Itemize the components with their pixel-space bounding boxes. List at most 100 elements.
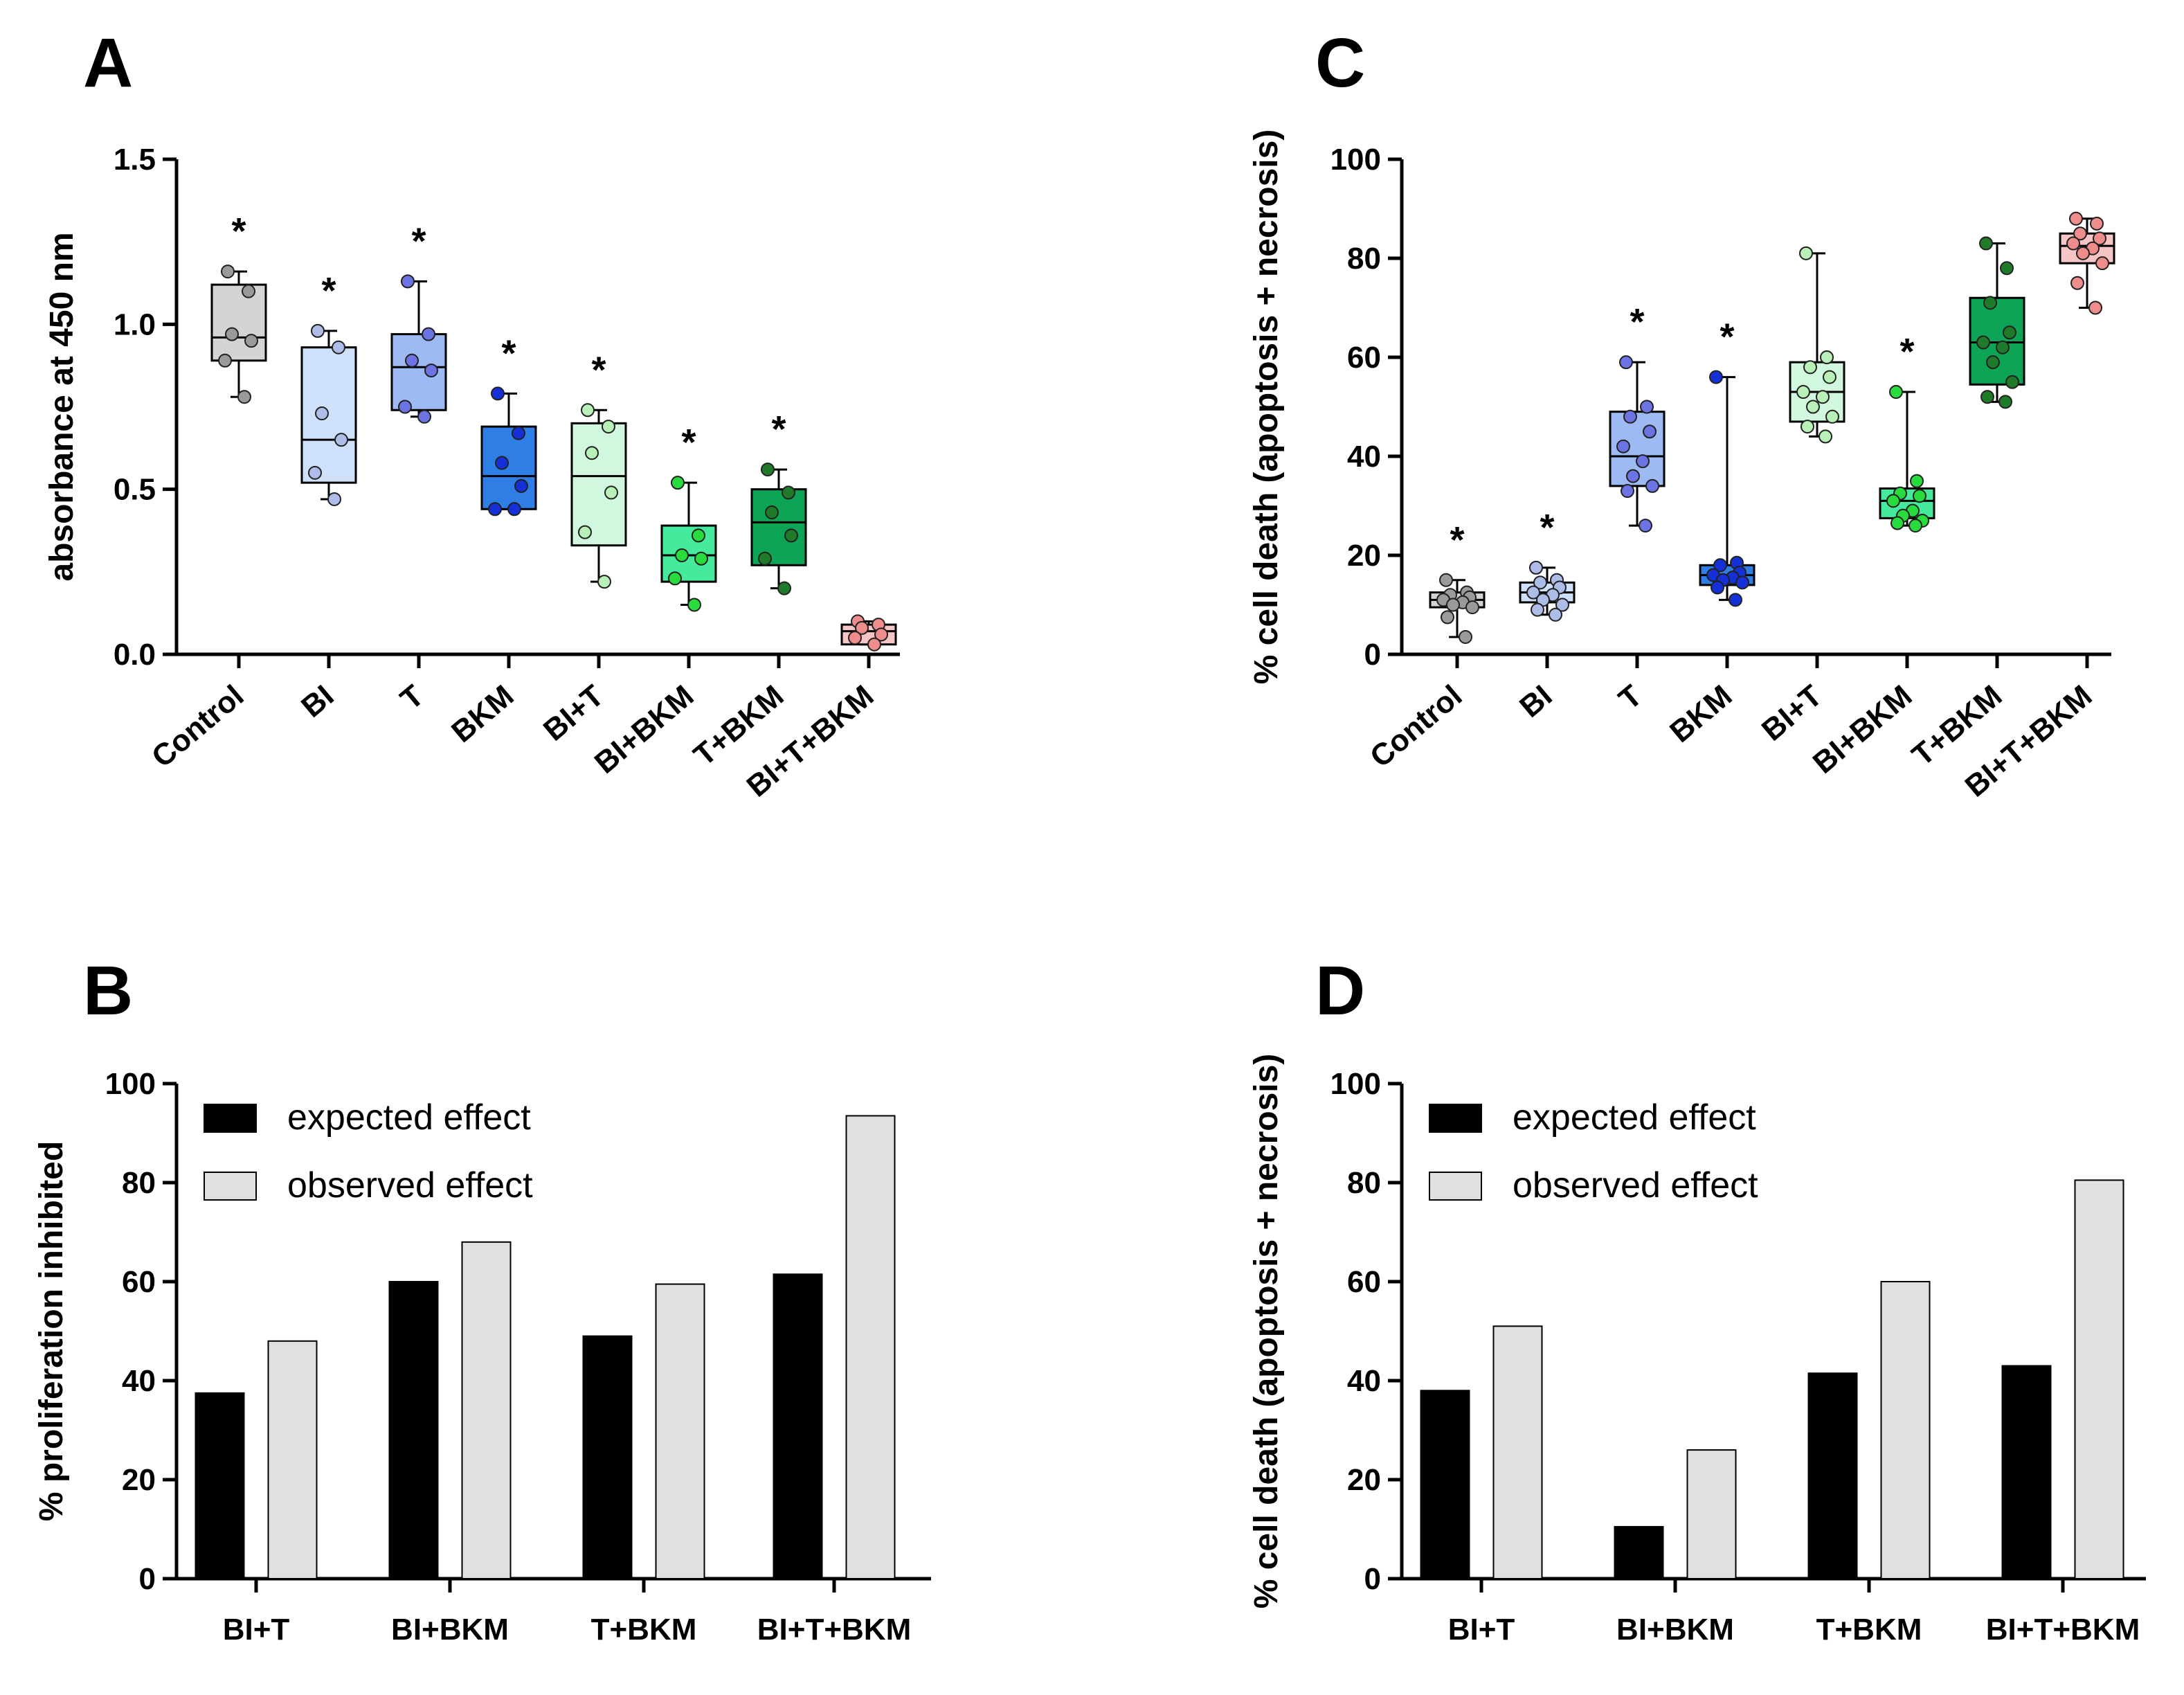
panel-d-legend-swatch: [1429, 1104, 1482, 1133]
panel-a-significance-star: *: [501, 332, 516, 374]
panel-c-data-point: [1913, 489, 1926, 503]
panel-c-data-point: [1529, 560, 1543, 575]
panel-b-bar-expected: [195, 1392, 245, 1579]
panel-a-data-point: [315, 406, 329, 421]
panel-b-category-label: T+BKM: [591, 1613, 697, 1647]
panel-a-box: [210, 283, 267, 362]
panel-a-box: [480, 425, 537, 510]
panel-c-data-point: [1533, 575, 1547, 590]
panel-a-data-point: [334, 433, 348, 447]
panel-a-data-point: [777, 581, 791, 595]
panel-d-ytick-label: 60: [1347, 1265, 1381, 1299]
panel-c-data-point: [1801, 420, 1814, 434]
panel-a-data-point: [221, 264, 235, 279]
panel-a-ytick-label: 0.0: [114, 638, 156, 672]
panel-a-data-point: [327, 492, 341, 506]
panel-c-data-point: [1619, 355, 1633, 370]
panel-c-significance-star: *: [1899, 331, 1914, 373]
panel-a-data-point: [761, 463, 775, 477]
panel-a-data-point: [604, 485, 618, 500]
panel-a-data-point: [675, 548, 689, 562]
panel-c-data-point: [2070, 276, 2084, 290]
panel-c-category-label: BI+T: [1756, 679, 1829, 748]
panel-b-legend-label: observed effect: [287, 1165, 533, 1205]
panel-c-significance-star: *: [1450, 519, 1464, 561]
panel-a-data-point: [424, 364, 438, 378]
panel-d-bar-observed: [1686, 1449, 1737, 1580]
panel-b-bar-chart: 0 20 40 60 80 100 % proliferation inhibited BI+…: [33, 1067, 931, 1647]
panel-a-significance-star: *: [231, 210, 246, 252]
panel-c-data-point: [2005, 375, 2019, 389]
panel-c-data-point: [1799, 246, 1813, 260]
panel-b-legend-label: expected effect: [287, 1097, 531, 1138]
panel-c-data-point: [1526, 585, 1540, 600]
panel-b-bar-observed: [655, 1283, 705, 1579]
panel-c-data-point: [1459, 629, 1472, 644]
panel-c-data-point: [1823, 370, 1836, 384]
panel-b-bar-expected: [582, 1335, 633, 1580]
panel-c-data-point: [1803, 360, 1817, 375]
panel-letter-b: B: [83, 952, 133, 1030]
panel-c-data-point: [1623, 409, 1637, 424]
panel-a-category-label: BI: [295, 679, 340, 724]
panel-d-bar-expected: [1420, 1390, 1470, 1580]
panel-c-data-point: [1626, 469, 1640, 483]
panel-a-category-label: Control: [145, 679, 250, 774]
panel-a-category-label: T: [394, 679, 430, 717]
panel-c-data-point: [1979, 236, 1993, 251]
panel-c-data-point: [1820, 350, 1834, 364]
panel-d-bar-observed: [2074, 1179, 2124, 1580]
panel-d-bar-observed: [1880, 1281, 1931, 1579]
panel-b-legend-swatch: [204, 1172, 257, 1201]
panel-c-data-point: [2003, 325, 2016, 340]
panel-a-data-point: [491, 386, 505, 401]
panel-c-data-point: [1983, 296, 1997, 310]
panel-a-data-point: [332, 340, 345, 355]
panel-b-bar-observed: [845, 1115, 896, 1579]
panel-c-data-point: [2088, 301, 2102, 315]
panel-d-bar-expected: [2001, 1365, 2052, 1580]
panel-c-data-point: [2076, 246, 2090, 260]
panel-a-data-point: [694, 551, 708, 566]
panel-a-data-point: [784, 528, 798, 543]
panel-c-data-point: [1735, 575, 1749, 590]
panel-d-category-label: BI+T: [1448, 1613, 1515, 1647]
panel-b-ytick-label: 20: [122, 1463, 156, 1497]
panel-c-data-point: [2095, 256, 2109, 271]
panel-d-category-label: BI+T+BKM: [1986, 1613, 2140, 1647]
panel-a-data-point: [495, 456, 509, 470]
panel-a-y-label: absorbance at 450 nm: [44, 232, 80, 581]
panel-d-ytick-label: 40: [1347, 1364, 1381, 1398]
panel-c-data-point: [1796, 385, 1810, 400]
panel-c-data-point: [1886, 494, 1900, 508]
panel-b-ytick-label: 60: [122, 1265, 156, 1299]
panel-c-ytick-label: 40: [1347, 440, 1381, 474]
panel-a-data-point: [225, 327, 239, 341]
panel-b-category-label: BI+T+BKM: [757, 1613, 911, 1647]
panel-a-data-point: [488, 502, 502, 517]
panel-d-y-label: % cell death (apoptosis + necrosis): [1248, 1054, 1285, 1609]
panel-c-ytick-label: 20: [1347, 539, 1381, 573]
panel-a-data-point: [512, 426, 525, 440]
panel-c-data-point: [2000, 261, 2014, 276]
panel-a-data-point: [417, 409, 431, 424]
panel-d-category-label: T+BKM: [1816, 1613, 1922, 1647]
panel-a-data-point: [602, 420, 615, 434]
panel-a-data-point: [237, 390, 251, 404]
panel-c-category-label: BI+BKM: [1807, 679, 1919, 780]
panel-a-data-point: [671, 476, 685, 490]
panel-c-data-point: [1908, 519, 1922, 533]
panel-b-bar-expected: [773, 1273, 823, 1580]
panel-a-data-point: [581, 403, 595, 418]
panel-c-category-label: BI: [1513, 679, 1558, 724]
panel-a-data-point: [585, 446, 599, 460]
panel-c-ytick-label: 80: [1347, 242, 1381, 276]
panel-letter-d: D: [1315, 952, 1365, 1030]
panel-c-data-point: [1910, 474, 1924, 488]
panel-a-category-label: BI+BKM: [588, 679, 701, 780]
panel-a-data-point: [687, 598, 701, 612]
panel-a-data-point: [244, 334, 258, 348]
panel-letter-c: C: [1315, 24, 1365, 102]
panel-d-legend-label: observed effect: [1513, 1165, 1758, 1205]
